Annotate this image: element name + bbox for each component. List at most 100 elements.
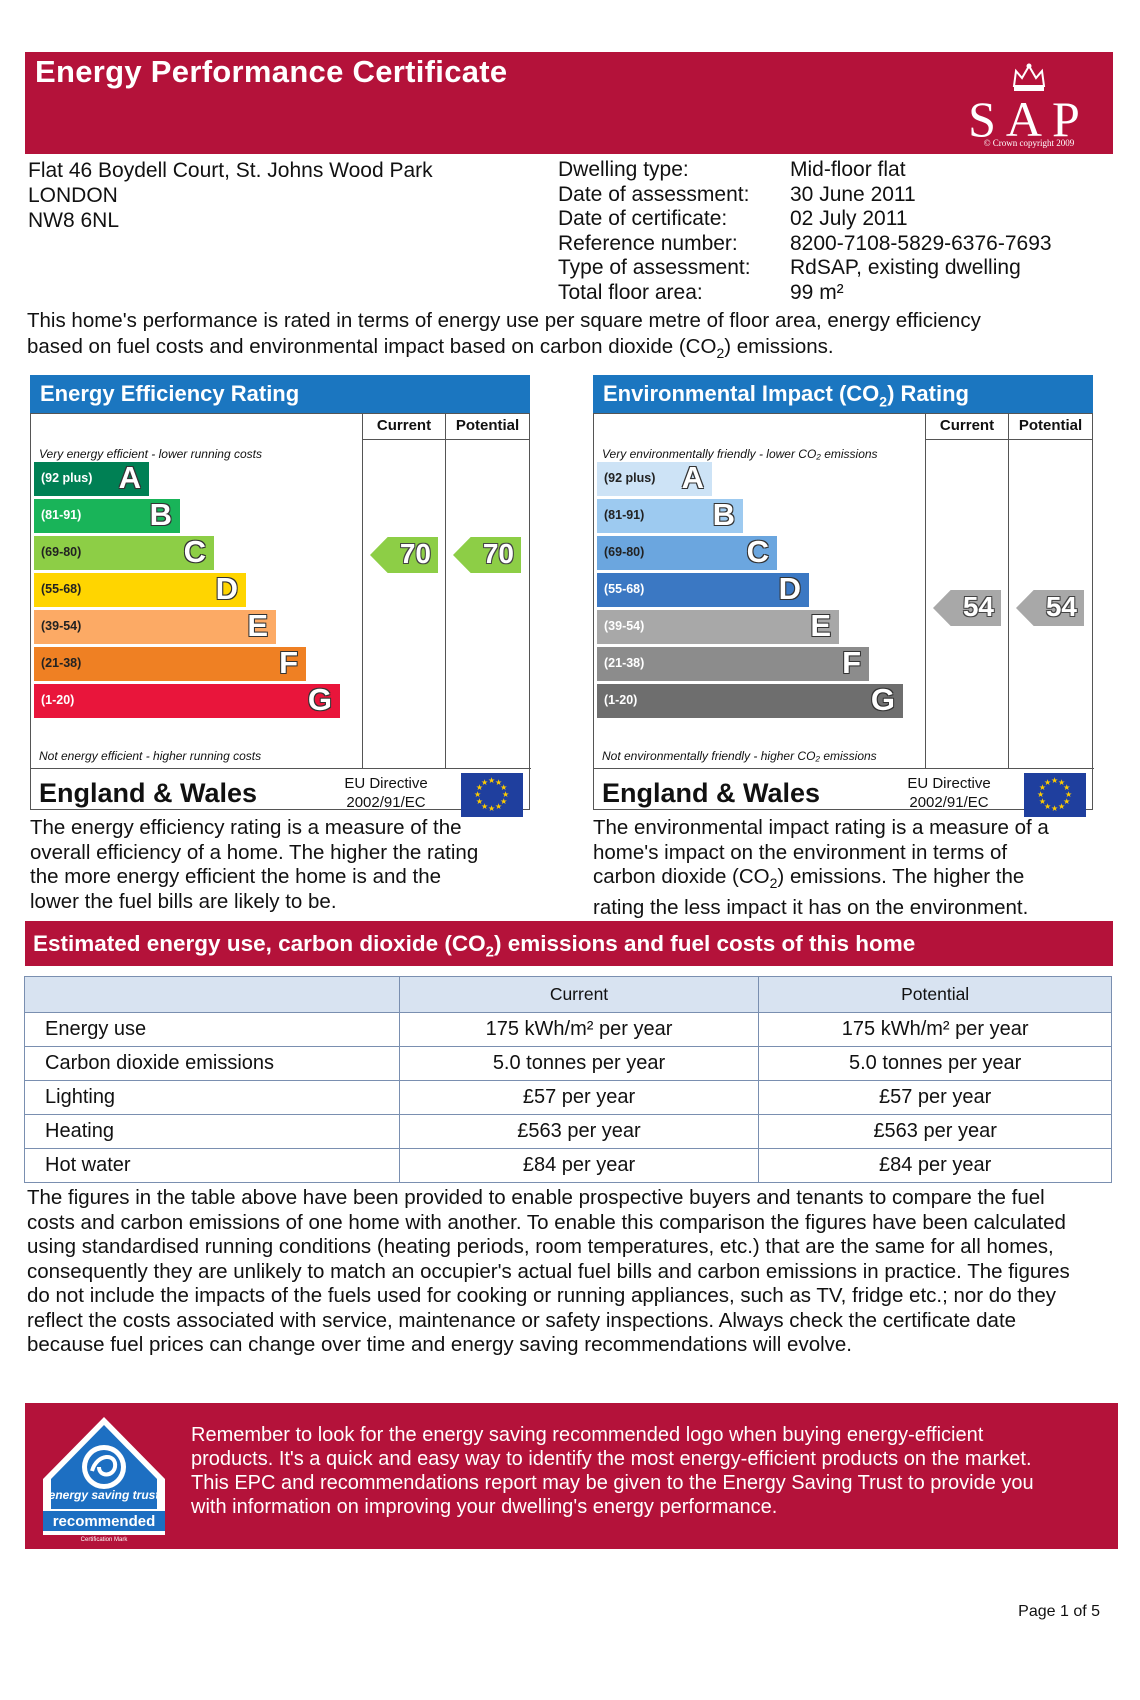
column-divider <box>445 414 446 768</box>
eu-star: ★ <box>1063 783 1071 792</box>
current-value: 5.0 tonnes per year <box>398 1046 760 1081</box>
band-letter: B <box>149 497 172 532</box>
potential-rating: 54 <box>1045 591 1077 622</box>
scale-top-note: Very energy efficient - lower running co… <box>39 447 262 461</box>
description-part: ) emissions. The higher the <box>777 865 1025 888</box>
table-row: Heating £563 per year £563 per year <box>24 1114 1112 1149</box>
scale-bottom-note: Not energy efficient - higher running co… <box>39 749 262 763</box>
env-panel-title: Environmental Impact (CO2) Rating <box>593 375 1093 413</box>
badge-arc-text: energy saving trust <box>49 1488 161 1502</box>
column-divider <box>362 414 363 768</box>
table-row: Energy use 175 kWh/m² per year 175 kWh/m… <box>24 1012 1112 1047</box>
estimates-table: Current Potential Energy use 175 kWh/m² … <box>24 976 1112 1183</box>
row-label: Carbon dioxide emissions <box>24 1046 400 1081</box>
rating-band-a: (92 plus) A <box>597 460 712 496</box>
logo-copyright: © Crown copyright 2009 <box>983 138 1075 148</box>
eu-star: ★ <box>475 797 484 806</box>
band-range: (1-20) <box>604 693 638 707</box>
current-value: £57 per year <box>398 1080 760 1115</box>
description-line: rating the less impact it has on the env… <box>593 895 1029 919</box>
eu-star: ★ <box>500 783 508 792</box>
detail-value: 99 m² <box>790 280 844 304</box>
subscript: 2 <box>716 345 725 362</box>
table-row: Carbon dioxide emissions 5.0 tonnes per … <box>24 1046 1112 1081</box>
band-range: (69-80) <box>604 545 645 559</box>
subscript: 2 <box>485 943 494 961</box>
potential-value: £84 per year <box>758 1148 1112 1183</box>
band-letter: F <box>842 645 861 680</box>
directive-line: EU Directive <box>907 775 991 792</box>
band-letter: E <box>810 608 831 643</box>
current-value: £563 per year <box>398 1114 760 1149</box>
page-title: Energy Performance Certificate <box>35 54 508 89</box>
eu-directive: EU Directive 2002/91/EC <box>331 774 441 812</box>
rating-band-f: (21-38) F <box>597 645 869 681</box>
column-divider <box>925 414 926 768</box>
band-letter: C <box>746 534 769 569</box>
eu-star: ★ <box>475 783 484 792</box>
crown-icon <box>1012 63 1046 91</box>
band-range: (92 plus) <box>604 471 656 485</box>
title-part: Environmental Impact (CO <box>603 381 880 406</box>
band-letter: G <box>307 682 332 717</box>
recommendation-line: products. It's a quick and easy way to i… <box>191 1448 1032 1470</box>
band-range: (81-91) <box>604 508 645 522</box>
band-letter: D <box>778 571 801 606</box>
energy-efficiency-panel: Energy Efficiency Rating Current Potenti… <box>30 375 531 817</box>
paragraph-line: reflect the costs associated with servic… <box>27 1308 1017 1332</box>
recommendation-line: Remember to look for the energy saving r… <box>191 1424 984 1446</box>
eu-star: ★ <box>488 804 496 813</box>
directive-line: EU Directive <box>344 775 428 792</box>
column-header: Potential <box>758 976 1112 1013</box>
scale-top-note: Very environmentally friendly - lower CO… <box>602 447 878 461</box>
footer-rule <box>31 768 531 769</box>
detail-value: 30 June 2011 <box>790 182 916 206</box>
eu-star: ★ <box>481 777 489 787</box>
rating-band-b: (81-91) B <box>597 497 743 533</box>
rating-band-e: (39-54) E <box>597 608 839 644</box>
current-value: 175 kWh/m² per year <box>398 1012 760 1047</box>
column-potential: Potential <box>455 417 520 434</box>
band-letter: C <box>183 534 206 569</box>
potential-value: £563 per year <box>758 1114 1112 1149</box>
band-range: (92 plus) <box>41 471 93 485</box>
band-range: (39-54) <box>604 619 645 633</box>
paragraph-line: consequently they are unlikely to match … <box>27 1259 1070 1283</box>
detail-value: RdSAP, existing dwelling <box>790 256 1021 279</box>
recommendation-banner: energy saving trust recommended Certific… <box>25 1403 1118 1549</box>
eu-star: ★ <box>1038 783 1047 792</box>
env-panel-box: Current Potential Very environmentally f… <box>593 413 1094 817</box>
band-range: (55-68) <box>604 582 645 596</box>
intro-text: This home's performance is rated in term… <box>27 308 1107 366</box>
eu-star: ★ <box>1058 802 1066 812</box>
eu-star: ★ <box>495 802 503 812</box>
table-row: Hot water £84 per year £84 per year <box>24 1148 1112 1183</box>
eu-star: ★ <box>495 777 503 787</box>
current-rating: 70 <box>399 538 431 569</box>
paragraph-line: costs and carbon emissions of one home w… <box>27 1210 1066 1234</box>
intro-text-part: based on fuel costs and environmental im… <box>27 335 717 358</box>
potential-rating: 70 <box>482 538 514 569</box>
description-line: carbon dioxide (CO2) emissions. The high… <box>593 865 1113 896</box>
table-header-row: Current Potential <box>24 976 1112 1013</box>
detail-value: 02 July 2011 <box>790 207 908 230</box>
environmental-impact-panel: Environmental Impact (CO2) Rating Curren… <box>593 375 1094 817</box>
detail-label: Date of certificate: <box>558 207 728 230</box>
energy-saving-recommended-icon: energy saving trust recommended Certific… <box>43 1417 165 1543</box>
subscript: 2 <box>769 875 778 892</box>
row-label: Lighting <box>24 1080 400 1115</box>
paragraph-line: do not include the impacts of the fuels … <box>27 1284 1057 1307</box>
detail-label: Total floor area: <box>558 280 703 304</box>
column-divider <box>1008 414 1009 768</box>
title-part: ) Rating <box>887 381 969 406</box>
detail-label: Dwelling type: <box>558 158 689 181</box>
rating-band-d: (55-68) D <box>597 571 809 607</box>
eu-star: ★ <box>488 776 496 785</box>
eu-star: ★ <box>502 790 510 799</box>
rating-band-b: (81-91) B <box>34 497 180 533</box>
column-header: Current <box>398 976 760 1013</box>
region-label: England & Wales <box>39 778 258 808</box>
title-part: Estimated energy use, carbon dioxide (CO <box>33 931 486 956</box>
description-line: lower the fuel bills are likely to be. <box>30 889 337 913</box>
eu-star: ★ <box>1051 776 1059 785</box>
